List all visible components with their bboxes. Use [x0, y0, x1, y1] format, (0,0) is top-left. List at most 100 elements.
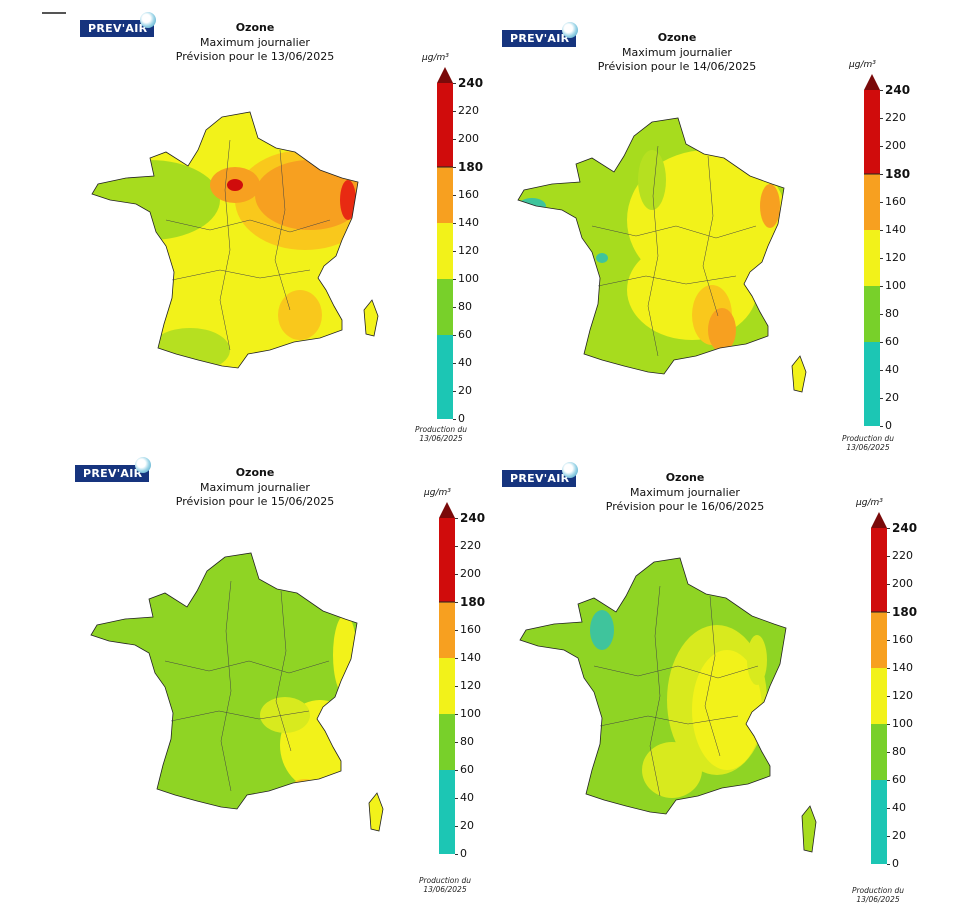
colorbar-tick-mark [887, 584, 890, 585]
colorbar-tick-label: 60 [458, 328, 472, 341]
unit-label: μg/m³ [856, 498, 883, 508]
colorbar-tick-mark [880, 258, 883, 259]
colorbar-tick-label: 20 [460, 819, 474, 832]
colorbar-tick-mark [887, 696, 890, 697]
production-label: Production du [414, 425, 468, 434]
colorbar-tick-mark [887, 556, 890, 557]
france-ozone-map [91, 111, 379, 369]
colorbar-tick-label: 200 [892, 577, 913, 590]
colorbar-tick-mark [887, 668, 890, 669]
colorbar-tick-label: 0 [458, 412, 465, 425]
panel-subtitle: Maximum journalier [200, 35, 310, 49]
corsica-shape [791, 355, 807, 393]
prevair-logo: PREV'AIR [502, 30, 576, 47]
forecast-panel-16-06: PREV'AIR Ozone Maximum journalier Prévis… [502, 462, 965, 920]
panel-subtitle: Maximum journalier [200, 480, 310, 494]
forecast-panel-14-06: PREV'AIR Ozone Maximum journalier Prévis… [502, 22, 965, 480]
colorbar-tick-mark [880, 398, 883, 399]
colorbar-tick-label: 240 [458, 76, 484, 90]
panel-titles: Ozone Maximum journalier Prévision pour … [570, 471, 800, 515]
colorbar-tick-mark [455, 714, 458, 715]
colorbar-tick-mark [880, 146, 883, 147]
prevair-logo-icon [562, 22, 578, 38]
colorbar-tick-label: 180 [460, 595, 486, 609]
colorbar-tick-label: 80 [892, 745, 906, 758]
colorbar-tick-mark [887, 808, 890, 809]
panel-titles: Ozone Maximum journalier Prévision pour … [562, 31, 792, 75]
colorbar-tick-label: 180 [885, 167, 911, 181]
colorbar-tick-label: 80 [885, 307, 899, 320]
colorbar-tick-label: 100 [885, 279, 906, 292]
colorbar-tick-label: 160 [885, 195, 906, 208]
colorbar-tick-mark [887, 864, 890, 865]
colorbar-tick-mark [453, 335, 456, 336]
colorbar-tick-mark [455, 798, 458, 799]
colorbar-tick-mark [887, 752, 890, 753]
colorbar-tick-mark [880, 230, 883, 231]
colorbar-tick-label: 40 [460, 791, 474, 804]
colorbar-tick-label: 140 [458, 216, 479, 229]
colorbar-tick-label: 0 [892, 857, 899, 870]
colorbar-tick-mark [453, 391, 456, 392]
top-divider [42, 12, 66, 14]
production-date: 13/06/2025 [856, 895, 900, 904]
colorbar-tick-label: 100 [460, 707, 481, 720]
colorbar-tick-mark [453, 167, 456, 168]
panel-title: Ozone [235, 466, 275, 479]
corsica-shape [801, 805, 817, 853]
colorbar-tick-mark [455, 686, 458, 687]
colorbar-tick-label: 120 [460, 679, 481, 692]
colorbar-tick-label: 80 [458, 300, 472, 313]
unit-label: μg/m³ [422, 53, 449, 63]
colorbar-tick-mark [887, 836, 890, 837]
colorbar-tick-label: 140 [460, 651, 481, 664]
colorbar-tick-mark [453, 251, 456, 252]
colorbar-tick-label: 60 [460, 763, 474, 776]
production-label: Production du [841, 434, 895, 443]
colorbar-tick-label: 160 [460, 623, 481, 636]
production-label: Production du [851, 886, 905, 895]
colorbar-tick-label: 160 [458, 188, 479, 201]
production-note: Production du 13/06/2025 [405, 425, 477, 443]
colorbar-tick-mark [887, 612, 890, 613]
colorbar-scale [437, 67, 453, 419]
colorbar-tick-label: 220 [885, 111, 906, 124]
colorbar-tick-label: 240 [460, 511, 486, 525]
colorbar-tick-mark [455, 742, 458, 743]
colorbar-tick-mark [453, 111, 456, 112]
colorbar-tick-label: 100 [458, 272, 479, 285]
france-ozone-map [519, 557, 817, 853]
colorbar-tick-mark [887, 528, 890, 529]
prevair-logo-icon [140, 12, 156, 28]
colorbar-tick-label: 100 [892, 717, 913, 730]
prevair-logo-icon [562, 462, 578, 478]
colorbar-tick-mark [453, 223, 456, 224]
panel-titles: Ozone Maximum journalier Prévision pour … [140, 466, 370, 510]
colorbar-tick-label: 0 [885, 419, 892, 432]
colorbar-tick-label: 220 [458, 104, 479, 117]
panel-subtitle: Maximum journalier [630, 485, 740, 499]
production-note: Production du 13/06/2025 [409, 876, 481, 894]
production-date: 13/06/2025 [846, 443, 890, 452]
colorbar-tick-mark [453, 419, 456, 420]
panel-subtitle: Maximum journalier [622, 45, 732, 59]
unit-label: μg/m³ [849, 60, 876, 70]
colorbar-tick-mark [880, 370, 883, 371]
colorbar-tick-mark [880, 90, 883, 91]
colorbar-tick-label: 240 [885, 83, 911, 97]
colorbar-tick-label: 80 [460, 735, 474, 748]
forecast-date: Prévision pour le 14/06/2025 [597, 60, 757, 73]
colorbar-tick-label: 120 [892, 689, 913, 702]
prevair-logo: PREV'AIR [75, 465, 149, 482]
panel-title: Ozone [657, 31, 697, 44]
colorbar-tick-label: 180 [458, 160, 484, 174]
colorbar-tick-mark [453, 83, 456, 84]
colorbar-tick-label: 200 [458, 132, 479, 145]
panel-title: Ozone [665, 471, 705, 484]
forecast-panel-13-06: PREV'AIR Ozone Maximum journalier Prévis… [80, 12, 550, 470]
corsica-shape [363, 299, 379, 337]
production-note: Production du 13/06/2025 [842, 886, 914, 904]
forecast-date: Prévision pour le 13/06/2025 [175, 50, 335, 63]
production-note: Production du 13/06/2025 [832, 434, 904, 452]
colorbar-tick-mark [455, 854, 458, 855]
